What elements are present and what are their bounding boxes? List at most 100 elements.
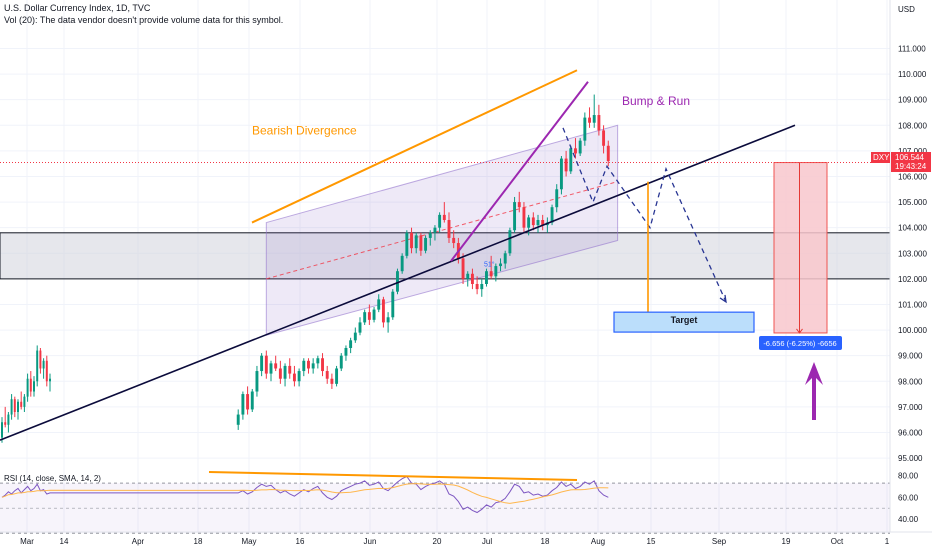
candle-body	[274, 363, 278, 369]
candle-body	[45, 360, 48, 382]
rsi-level-label: 40.00	[898, 515, 919, 524]
candle-body	[250, 391, 254, 410]
price-axis[interactable]: 111.000 110.000 109.000 108.000 107.000 106.0…	[898, 44, 927, 463]
candle-body	[592, 115, 596, 123]
candle-body	[29, 378, 32, 392]
support-trendline[interactable]	[0, 124, 796, 441]
candles	[1, 94, 610, 443]
candle-body	[447, 220, 451, 238]
price-tick-label: 101.000	[898, 300, 927, 309]
price-tick-label: 99.000	[898, 352, 923, 361]
price-tick-label: 95.000	[898, 454, 923, 463]
rsi-divergence-line[interactable]	[208, 471, 578, 481]
measure-arrowhead	[796, 328, 803, 334]
rsi-pane: 80.00 60.00 40.00	[0, 471, 919, 534]
divergence-line[interactable]	[251, 69, 578, 224]
candle-body	[297, 371, 301, 382]
candle-body	[480, 284, 484, 290]
bump-run-line[interactable]	[450, 81, 589, 262]
rsi-label: RSI (14, close, SMA, 14, 2)	[4, 474, 101, 483]
time-tick-label: 14	[60, 537, 69, 546]
candle-body	[419, 235, 423, 251]
projection-arrowhead	[719, 294, 727, 304]
candle-body	[438, 214, 442, 228]
time-tick-label: Jul	[482, 537, 492, 546]
price-tick-label: 108.000	[898, 121, 927, 130]
time-tick-label: Mar	[20, 537, 34, 546]
candle-body	[358, 322, 362, 333]
angle-label: 51°	[484, 261, 495, 269]
candle-body	[13, 399, 16, 412]
candle-body	[353, 332, 357, 341]
candle-body	[1, 422, 3, 438]
candle-body	[569, 148, 573, 172]
time-tick-label: Jun	[364, 537, 377, 546]
candle-body	[255, 371, 259, 392]
bearish-divergence-label: Bearish Divergence	[252, 123, 357, 137]
price-tick-label: 96.000	[898, 428, 923, 437]
rsi-level-label: 80.00	[898, 471, 919, 480]
last-price-tag	[891, 152, 931, 172]
price-tick-label: 102.000	[898, 275, 927, 284]
candle-body	[517, 202, 521, 208]
candle-body	[414, 235, 418, 249]
candle-body	[470, 273, 474, 284]
candle-body	[489, 271, 493, 277]
candle-body	[307, 360, 310, 369]
up-arrow-icon	[805, 362, 823, 420]
time-tick-label: Aug	[591, 537, 605, 546]
candle-body	[367, 312, 371, 320]
candle-body	[311, 363, 315, 369]
candle-body	[494, 266, 498, 277]
measure-box	[773, 162, 828, 334]
candle-body	[564, 158, 568, 172]
price-tick-label: 97.000	[898, 403, 923, 412]
candle-body	[475, 284, 479, 290]
candle-body	[597, 115, 601, 131]
price-tick-label: 100.000	[898, 326, 927, 335]
currency-label: USD	[898, 5, 915, 14]
candle-body	[49, 378, 51, 382]
candle-body	[349, 340, 353, 348]
volume-note: Vol (20): The data vendor doesn't provid…	[4, 15, 284, 25]
rsi-sma-line	[1, 483, 609, 504]
candle-body	[363, 312, 367, 323]
last-price-value: 106.544	[895, 153, 924, 162]
projection-path	[562, 127, 727, 303]
candle-body	[33, 381, 35, 392]
candle-body	[36, 350, 39, 382]
candle-body	[278, 368, 282, 379]
price-tick-label: 107.000	[898, 147, 927, 156]
candle-body	[574, 148, 577, 154]
candle-body	[499, 263, 502, 267]
measure-badge	[759, 336, 842, 350]
candle-body	[241, 394, 245, 415]
countdown-time: 19:43:24	[895, 162, 927, 171]
chart-title: U.S. Dollar Currency Index, 1D, TVC	[4, 3, 151, 13]
candle-body	[550, 207, 554, 223]
candle-body	[344, 348, 348, 356]
candle-body	[283, 365, 287, 379]
candle-body	[503, 253, 507, 264]
candle-body	[4, 422, 7, 425]
time-tick-label: 15	[647, 537, 656, 546]
candle-body	[400, 255, 404, 272]
time-axis[interactable]: Mar 14 Apr 18 May 16 Jun 20 Jul 18 Aug 15 Sep 19 Oct 1	[20, 537, 890, 546]
price-tick-label: 105.000	[898, 198, 927, 207]
price-tick-label: 106.000	[898, 172, 927, 181]
candle-body	[433, 227, 437, 233]
candle-body	[602, 130, 606, 146]
candle-body	[410, 232, 413, 249]
candle-body	[377, 299, 381, 310]
time-tick-label: Apr	[132, 537, 145, 546]
target-box[interactable]	[613, 311, 755, 333]
time-tick-label: 18	[194, 537, 203, 546]
candle-body	[260, 355, 264, 372]
candle-body	[236, 414, 240, 425]
candle-body	[531, 217, 535, 226]
candle-body	[288, 365, 292, 374]
candle-body	[325, 371, 329, 379]
candle-body	[536, 220, 540, 226]
candle-body	[513, 202, 517, 231]
